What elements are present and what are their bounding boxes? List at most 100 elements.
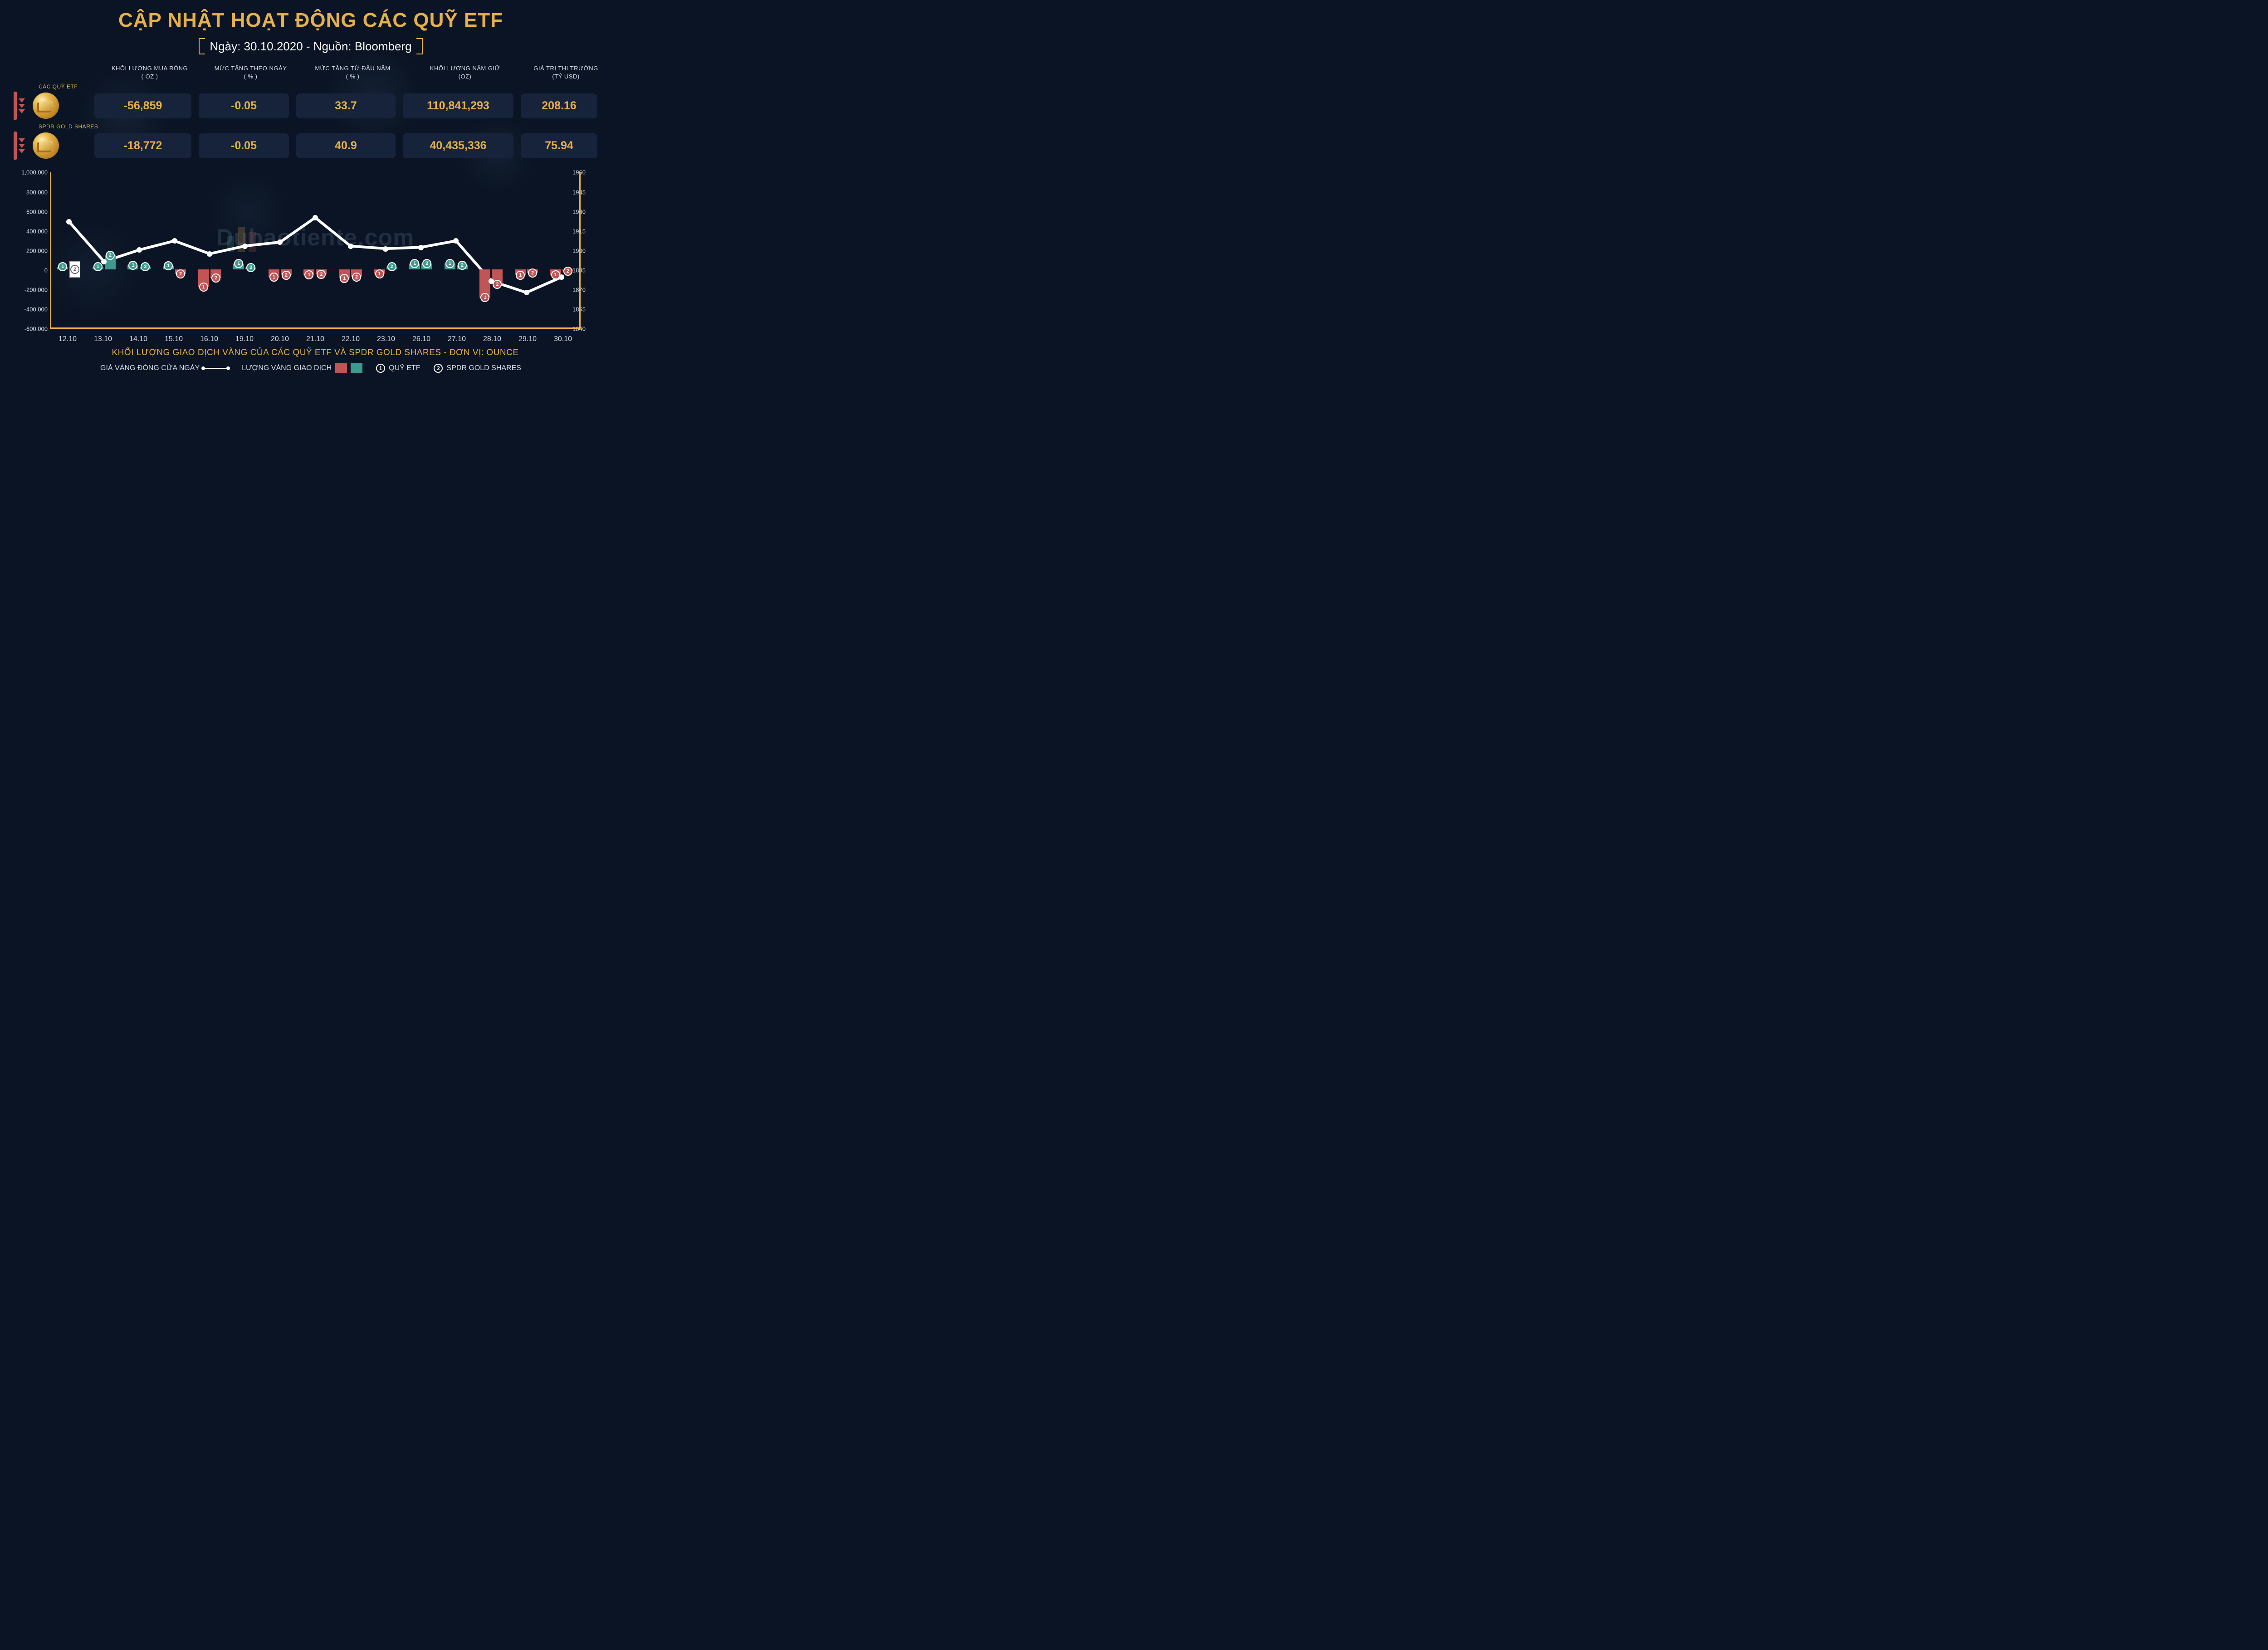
line-point-icon [66, 219, 72, 225]
x-tick: 13.10 [85, 335, 121, 343]
line-point-icon [207, 251, 212, 257]
bar-etf: 1 [269, 269, 279, 277]
bar-etf: 1 [445, 264, 455, 269]
line-point-icon [137, 247, 142, 253]
line-point-icon [383, 246, 388, 252]
bar-spdr: 2 [562, 269, 573, 271]
y-left-tick: -200,000 [11, 287, 48, 293]
gold-icon [33, 93, 59, 119]
bar-etf: 1 [409, 264, 420, 269]
line-point-icon [277, 239, 283, 245]
bracket-right-icon [416, 38, 423, 54]
bar-spdr: 2 [351, 269, 362, 277]
bar-etf: 1 [550, 269, 561, 275]
bar-etf: 1 [303, 269, 314, 275]
line-point-icon [242, 244, 248, 249]
bar-marker-icon: 2 [176, 269, 185, 278]
chart-axis-title: KHỐI LƯỢNG GIAO DỊCH VÀNG CỦA CÁC QUỸ ET… [50, 348, 581, 358]
bar-marker-icon: 1 [269, 273, 279, 282]
bar-spdr: 2 [210, 269, 221, 278]
legend-marker-1-icon: 1 [376, 364, 385, 373]
bar-marker-icon: 1 [375, 269, 384, 278]
stat-value: -0.05 [199, 93, 289, 118]
bar-spdr: 2 [421, 264, 432, 269]
y-left-tick: 1,000,000 [11, 169, 48, 176]
trend-indicator-icon [14, 92, 33, 120]
stat-value: 40.9 [296, 133, 396, 158]
chart-plot-area: Dubaotiente.com 121212121212121212121212… [50, 172, 581, 329]
legend-line-icon [203, 368, 228, 369]
y-left-tick: -600,000 [11, 326, 48, 332]
col-header: MỨC TĂNG THEO NGÀY [215, 65, 287, 72]
legend-bar-label: LƯỢNG VÀNG GIAO DỊCH [242, 364, 332, 372]
bar-marker-icon: 2 [528, 268, 537, 278]
stat-row: -56,859-0.0533.7110,841,293208.16 [14, 92, 608, 120]
line-point-icon [524, 290, 529, 295]
stat-value: -56,859 [94, 93, 191, 118]
bar-marker-icon: 2 [211, 273, 220, 283]
bar-etf: 1 [163, 266, 174, 270]
legend-marker-2-icon: 2 [434, 364, 443, 373]
bar-marker-icon: 2 [106, 251, 115, 260]
bar-marker-icon: 2 [282, 271, 291, 280]
y-left-tick: 400,000 [11, 228, 48, 234]
line-point-icon [101, 259, 107, 264]
stat-value: 208.16 [521, 93, 597, 118]
stat-value: 75.94 [521, 133, 597, 158]
bar-etf: 1 [233, 264, 244, 269]
col-header: GIÁ TRỊ THỊ TRƯỜNG [533, 65, 598, 72]
bar-etf: 1 [479, 269, 490, 298]
subtitle-wrap: Ngày: 30.10.2020 - Nguồn: Bloomberg [14, 38, 608, 54]
y-left-tick: -400,000 [11, 306, 48, 313]
x-tick: 27.10 [439, 335, 474, 343]
bracket-left-icon [199, 38, 205, 54]
bar-etf: 1 [198, 269, 209, 287]
row-label: SPDR GOLD SHARES [14, 123, 608, 130]
trend-indicator-icon [14, 132, 33, 160]
bar-spdr: 2 [245, 268, 256, 269]
x-tick: 29.10 [510, 335, 545, 343]
bar-marker-icon: 1 [234, 259, 243, 268]
stat-value: 110,841,293 [403, 93, 513, 118]
bar-etf: 1 [339, 269, 350, 278]
bar-spdr: 2 [281, 269, 292, 275]
x-tick: 22.10 [333, 335, 368, 343]
bar-marker-icon: 2 [458, 261, 467, 270]
bar-etf: 1 [93, 267, 103, 269]
bar-spdr: 2 [527, 269, 538, 273]
bar-spdr: 2 [69, 261, 80, 278]
x-tick: 16.10 [191, 335, 227, 343]
x-tick: 30.10 [545, 335, 581, 343]
bar-spdr: 2 [316, 269, 327, 274]
y-left-tick: 800,000 [11, 189, 48, 195]
bar-etf: 1 [57, 267, 68, 269]
bar-spdr: 2 [175, 269, 186, 274]
legend-marker-1-label: QUỸ ETF [389, 364, 420, 372]
bar-etf: 1 [374, 269, 385, 274]
bar-marker-icon: 2 [70, 265, 79, 274]
bar-spdr: 2 [457, 265, 468, 270]
bar-marker-icon: 2 [352, 273, 361, 282]
bar-marker-icon: 2 [141, 262, 150, 271]
x-tick: 28.10 [474, 335, 510, 343]
line-point-icon [313, 215, 318, 220]
bar-marker-icon: 1 [445, 259, 455, 268]
legend-negative-icon [335, 363, 347, 373]
x-tick: 19.10 [227, 335, 262, 343]
bar-marker-icon: 1 [410, 259, 419, 268]
bar-marker-icon: 2 [317, 270, 326, 279]
x-tick: 21.10 [298, 335, 333, 343]
bar-marker-icon: 1 [340, 274, 349, 283]
bar-marker-icon: 1 [480, 293, 489, 302]
chart-legend: GIÁ VÀNG ĐÓNG CỬA NGÀY LƯỢNG VÀNG GIAO D… [14, 363, 608, 373]
bar-marker-icon: 2 [493, 280, 502, 289]
line-point-icon [453, 238, 459, 244]
stat-header: KHỐI LƯỢNG MUA RÒNG( OZ ) MỨC TĂNG THEO … [14, 64, 608, 81]
y-left-tick: 600,000 [11, 208, 48, 215]
legend-positive-icon [351, 363, 362, 373]
y-left-tick: 0 [11, 267, 48, 274]
bar-marker-icon: 2 [422, 259, 431, 268]
subtitle: Ngày: 30.10.2020 - Nguồn: Bloomberg [210, 39, 411, 54]
bar-marker-icon: 2 [387, 262, 396, 271]
bar-marker-icon: 1 [304, 270, 313, 279]
